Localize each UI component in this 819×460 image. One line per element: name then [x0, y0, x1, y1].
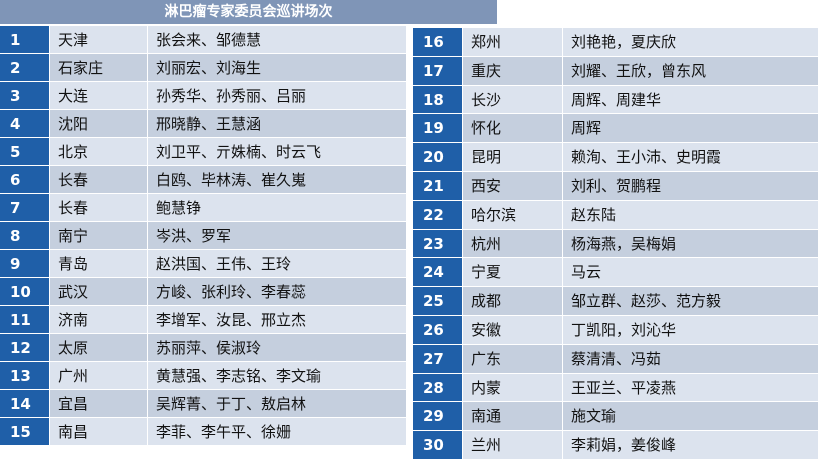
city: 长春	[50, 166, 148, 194]
experts: 岑洪、罗军	[148, 222, 407, 250]
city: 西安	[463, 172, 563, 201]
city: 青岛	[50, 250, 148, 278]
experts: 周辉、周建华	[563, 85, 819, 115]
row-number: 14	[0, 390, 50, 418]
experts: 刘艳艳，夏庆欣	[563, 28, 819, 57]
row-number: 15	[0, 418, 50, 446]
experts: 周辉	[563, 114, 819, 144]
experts: 刘耀、王欣，曾东风	[563, 56, 819, 86]
experts: 王亚兰、平凌燕	[563, 373, 819, 403]
experts: 赖洵、王小沛、史明霞	[563, 143, 819, 172]
experts: 鲍慧铮	[148, 194, 407, 222]
row-number: 6	[0, 166, 50, 194]
row-number: 1	[0, 26, 50, 54]
experts: 刘丽宏、刘海生	[148, 54, 407, 82]
row-number: 26	[413, 316, 463, 345]
city: 杭州	[463, 229, 563, 259]
experts: 李增军、汝昆、邢立杰	[148, 306, 407, 334]
row-number: 22	[413, 200, 463, 230]
row-number: 3	[0, 82, 50, 110]
row-number: 18	[413, 85, 463, 115]
row-number: 10	[0, 278, 50, 306]
experts: 杨海燕，吴梅娟	[563, 229, 819, 259]
row-number: 7	[0, 194, 50, 222]
experts: 张会来、邹德慧	[148, 26, 407, 54]
experts: 李菲、李午平、徐姗	[148, 418, 407, 446]
city: 兰州	[463, 431, 563, 460]
experts: 白鸥、毕林涛、崔久嵬	[148, 166, 407, 194]
experts: 赵东陆	[563, 200, 819, 230]
city: 武汉	[50, 278, 148, 306]
row-number: 8	[0, 222, 50, 250]
row-number: 20	[413, 143, 463, 172]
row-number: 5	[0, 138, 50, 166]
row-number: 19	[413, 114, 463, 144]
experts: 邢晓静、王慧涵	[148, 110, 407, 138]
city: 南昌	[50, 418, 148, 446]
city: 天津	[50, 26, 148, 54]
experts: 赵洪国、王伟、王玲	[148, 250, 407, 278]
city: 郑州	[463, 28, 563, 57]
row-number: 4	[0, 110, 50, 138]
row-number: 23	[413, 229, 463, 259]
city: 内蒙	[463, 373, 563, 403]
row-number: 21	[413, 172, 463, 201]
experts: 吴辉菁、于丁、敖启林	[148, 390, 407, 418]
row-number: 17	[413, 56, 463, 86]
experts: 苏丽萍、侯淑玲	[148, 334, 407, 362]
city: 沈阳	[50, 110, 148, 138]
row-number: 27	[413, 344, 463, 374]
city: 成都	[463, 287, 563, 316]
city: 太原	[50, 334, 148, 362]
city: 石家庄	[50, 54, 148, 82]
row-number: 11	[0, 306, 50, 334]
row-number: 16	[413, 28, 463, 57]
city: 哈尔滨	[463, 200, 563, 230]
experts: 刘利、贺鹏程	[563, 172, 819, 201]
experts: 马云	[563, 258, 819, 288]
city: 南通	[463, 402, 563, 432]
city: 昆明	[463, 143, 563, 172]
experts: 刘卫平、亓姝楠、时云飞	[148, 138, 407, 166]
row-number: 28	[413, 373, 463, 403]
city: 宁夏	[463, 258, 563, 288]
city: 济南	[50, 306, 148, 334]
city: 北京	[50, 138, 148, 166]
experts: 邹立群、赵莎、范方毅	[563, 287, 819, 316]
row-number: 29	[413, 402, 463, 432]
city: 重庆	[463, 56, 563, 86]
experts: 黄慧强、李志铭、李文瑜	[148, 362, 407, 390]
experts: 孙秀华、孙秀丽、吕丽	[148, 82, 407, 110]
city: 宜昌	[50, 390, 148, 418]
experts: 丁凯阳，刘沁华	[563, 316, 819, 345]
city: 安徽	[463, 316, 563, 345]
row-number: 9	[0, 250, 50, 278]
row-number: 30	[413, 431, 463, 460]
city: 南宁	[50, 222, 148, 250]
row-number: 2	[0, 54, 50, 82]
table-title: 淋巴瘤专家委员会巡讲场次	[0, 0, 497, 24]
city: 广州	[50, 362, 148, 390]
experts: 方峻、张利玲、李春蕊	[148, 278, 407, 306]
city: 长春	[50, 194, 148, 222]
row-number: 13	[0, 362, 50, 390]
city: 怀化	[463, 114, 563, 144]
city: 长沙	[463, 85, 563, 115]
row-number: 12	[0, 334, 50, 362]
experts: 李莉娟，姜俊峰	[563, 431, 819, 460]
row-number: 25	[413, 287, 463, 316]
row-number: 24	[413, 258, 463, 288]
city: 广东	[463, 344, 563, 374]
experts: 蔡清清、冯茹	[563, 344, 819, 374]
experts: 施文瑜	[563, 402, 819, 432]
city: 大连	[50, 82, 148, 110]
